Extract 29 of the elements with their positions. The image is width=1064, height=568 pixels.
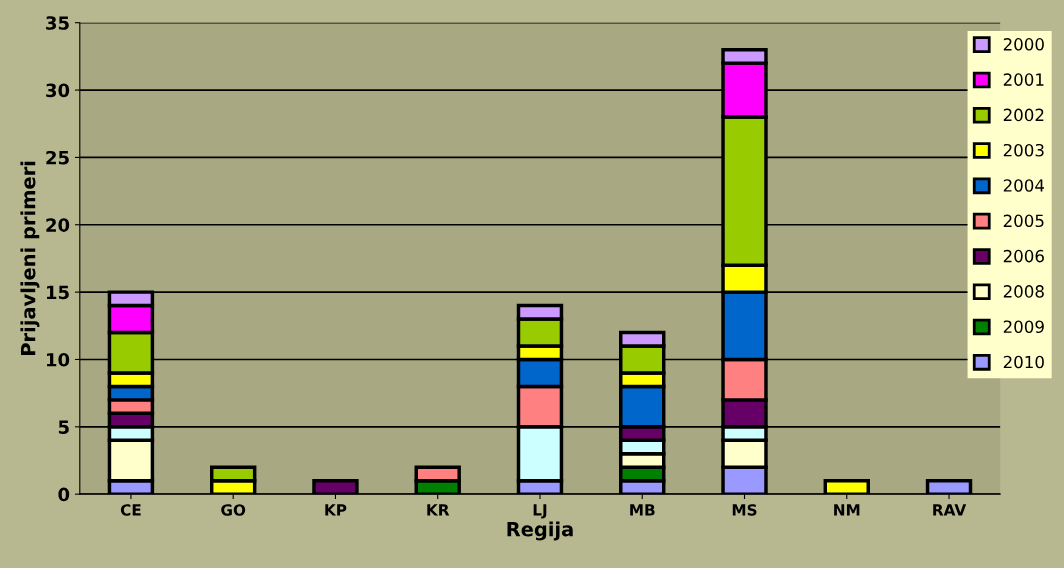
legend-label: 2010 <box>1003 355 1044 369</box>
y-tick-label: 5 <box>58 420 69 434</box>
x-tick-label: MB <box>630 504 655 516</box>
x-tick-label: NM <box>834 504 860 516</box>
x-tick-label: KP <box>325 504 347 516</box>
legend-label: 2002 <box>1003 108 1044 122</box>
y-tick-label: 25 <box>46 150 69 165</box>
legend-label: 2001 <box>1003 73 1044 86</box>
y-tick-label: 35 <box>46 16 69 30</box>
x-tick-label: LJ <box>533 504 547 519</box>
y-tick-label: 15 <box>46 285 69 300</box>
y-tick-label: 0 <box>58 487 70 502</box>
x-tick-label: GO <box>221 504 246 516</box>
legend-label: 2008 <box>1003 285 1044 298</box>
y-tick-label: 20 <box>46 218 70 232</box>
y-tick-label: 30 <box>46 83 70 98</box>
legend-label: 2005 <box>1003 214 1044 228</box>
x-axis-title: Regija <box>507 521 573 541</box>
y-tick-label: 10 <box>46 352 70 367</box>
x-tick-label: MS <box>732 504 757 516</box>
x-tick-label: CE <box>120 504 141 516</box>
legend-label: 2009 <box>1003 320 1044 334</box>
legend-label: 2000 <box>1003 38 1044 51</box>
legend-label: 2004 <box>1003 179 1045 192</box>
x-tick-label: RAV <box>933 504 967 516</box>
legend-label: 2003 <box>1003 143 1044 157</box>
x-tick-label: KR <box>427 504 450 516</box>
y-axis-title: Prijavljeni primeri <box>20 161 40 355</box>
legend-label: 2006 <box>1003 249 1044 263</box>
